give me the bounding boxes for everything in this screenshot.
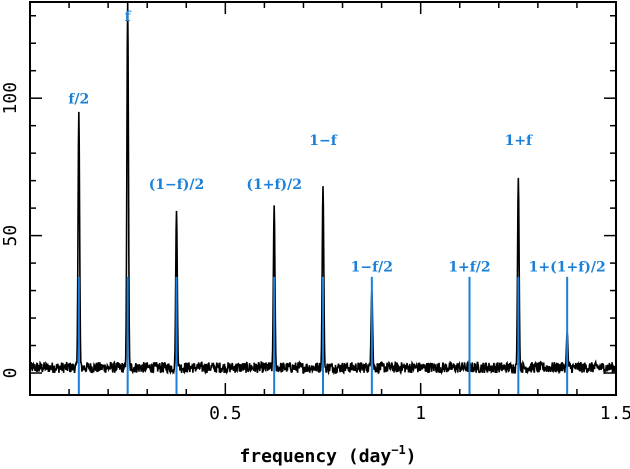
y-tick-label: 0 — [0, 368, 21, 379]
peak-label: (1+f)/2 — [246, 177, 302, 193]
peak-label: 1+f — [505, 133, 533, 149]
chart-axes: 0.5 1 1.5 0 50 100 — [0, 1, 630, 424]
plot-frame — [29, 1, 617, 396]
peak-label: (1−f)/2 — [149, 177, 205, 193]
chart-marks: f/2 f (1−f)/2 (1+f)/2 1−f 1−f/2 1+f/2 1+f 1+(1+f… — [29, 1, 617, 395]
y-tick-label: 100 — [0, 82, 21, 115]
peak-label: f/2 — [68, 92, 89, 108]
peak-label: f — [125, 9, 132, 25]
peak-label: 1−f/2 — [351, 259, 393, 275]
x-tick-label: 1.5 — [600, 403, 630, 424]
x-tick-label: 1 — [415, 403, 426, 424]
y-tick-label: 50 — [0, 225, 21, 247]
peak-label: 1+f/2 — [448, 259, 490, 275]
peak-label: 1+(1+f)/2 — [529, 259, 606, 275]
x-tick-label: 0.5 — [209, 403, 242, 424]
peak-label: 1−f — [309, 133, 337, 149]
x-axis-label: frequency (day−1) — [239, 443, 416, 467]
